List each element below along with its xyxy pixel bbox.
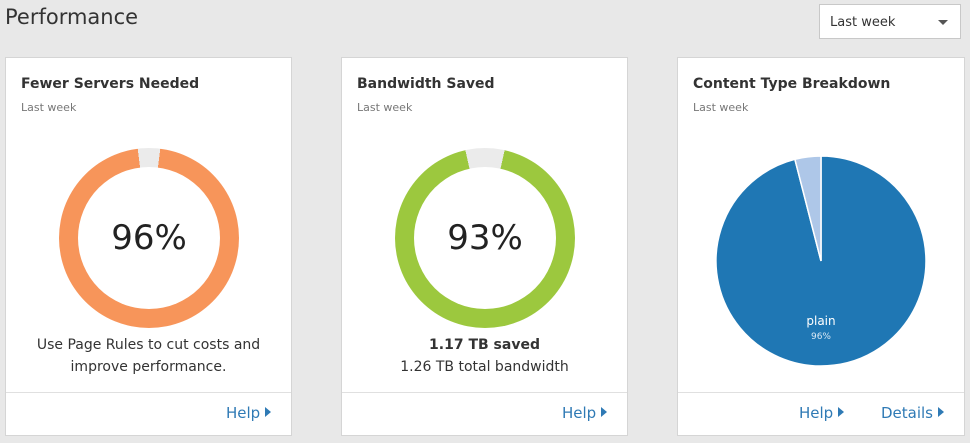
page-rules-tip-line-1: Use Page Rules to cut costs and	[36, 337, 261, 353]
servers-percent: 96%	[111, 218, 187, 258]
pie-slice-value-label: 96%	[810, 332, 831, 342]
caret-right-icon	[601, 407, 608, 417]
fewer-servers-card: Fewer Servers Needed Last week 96% Use P…	[5, 57, 292, 436]
help-link[interactable]: Help	[562, 404, 608, 422]
date-range-value: Last week	[830, 15, 896, 30]
date-range-dropdown[interactable]: Last week	[819, 4, 961, 39]
caret-right-icon	[938, 407, 945, 417]
card-subtitle: Last week	[357, 101, 413, 114]
details-link-label: Details	[881, 404, 934, 422]
card-footer: Help	[6, 392, 291, 435]
card-footer: Help Details	[678, 392, 964, 435]
pie-slice-1[interactable]	[793, 155, 822, 262]
help-link-label: Help	[799, 404, 834, 422]
bandwidth-saved-card: Bandwidth Saved Last week 93% 1.17 TB sa…	[341, 57, 628, 436]
help-link-label: Help	[562, 404, 597, 422]
bandwidth-donut-chart: 93%	[395, 148, 575, 328]
card-subtitle: Last week	[693, 101, 749, 114]
page-title: Performance	[5, 5, 139, 29]
card-title: Content Type Breakdown	[693, 76, 891, 92]
help-link-label: Help	[226, 404, 261, 422]
help-link[interactable]: Help	[226, 404, 272, 422]
caret-right-icon	[265, 407, 272, 417]
card-title: Bandwidth Saved	[357, 76, 495, 92]
chevron-down-icon	[938, 20, 948, 25]
content-type-card: Content Type Breakdown Last week plain 9…	[677, 57, 965, 436]
card-title: Fewer Servers Needed	[21, 76, 200, 92]
help-link[interactable]: Help	[799, 404, 845, 422]
donut-hole	[78, 167, 220, 309]
caret-right-icon	[838, 407, 845, 417]
card-subtitle: Last week	[21, 101, 77, 114]
details-link[interactable]: Details	[881, 404, 945, 422]
bandwidth-saved-value: 1.17 TB saved	[429, 337, 540, 353]
servers-donut-chart: 96%	[59, 148, 239, 328]
bandwidth-percent: 93%	[447, 218, 523, 258]
pie-slice-label: plain	[806, 314, 836, 328]
page-rules-tip-line-2: improve performance.	[70, 359, 227, 375]
card-footer: Help	[342, 392, 627, 435]
content-type-pie-chart	[715, 155, 927, 367]
donut-hole	[414, 167, 556, 309]
bandwidth-total-value: 1.26 TB total bandwidth	[400, 359, 569, 375]
